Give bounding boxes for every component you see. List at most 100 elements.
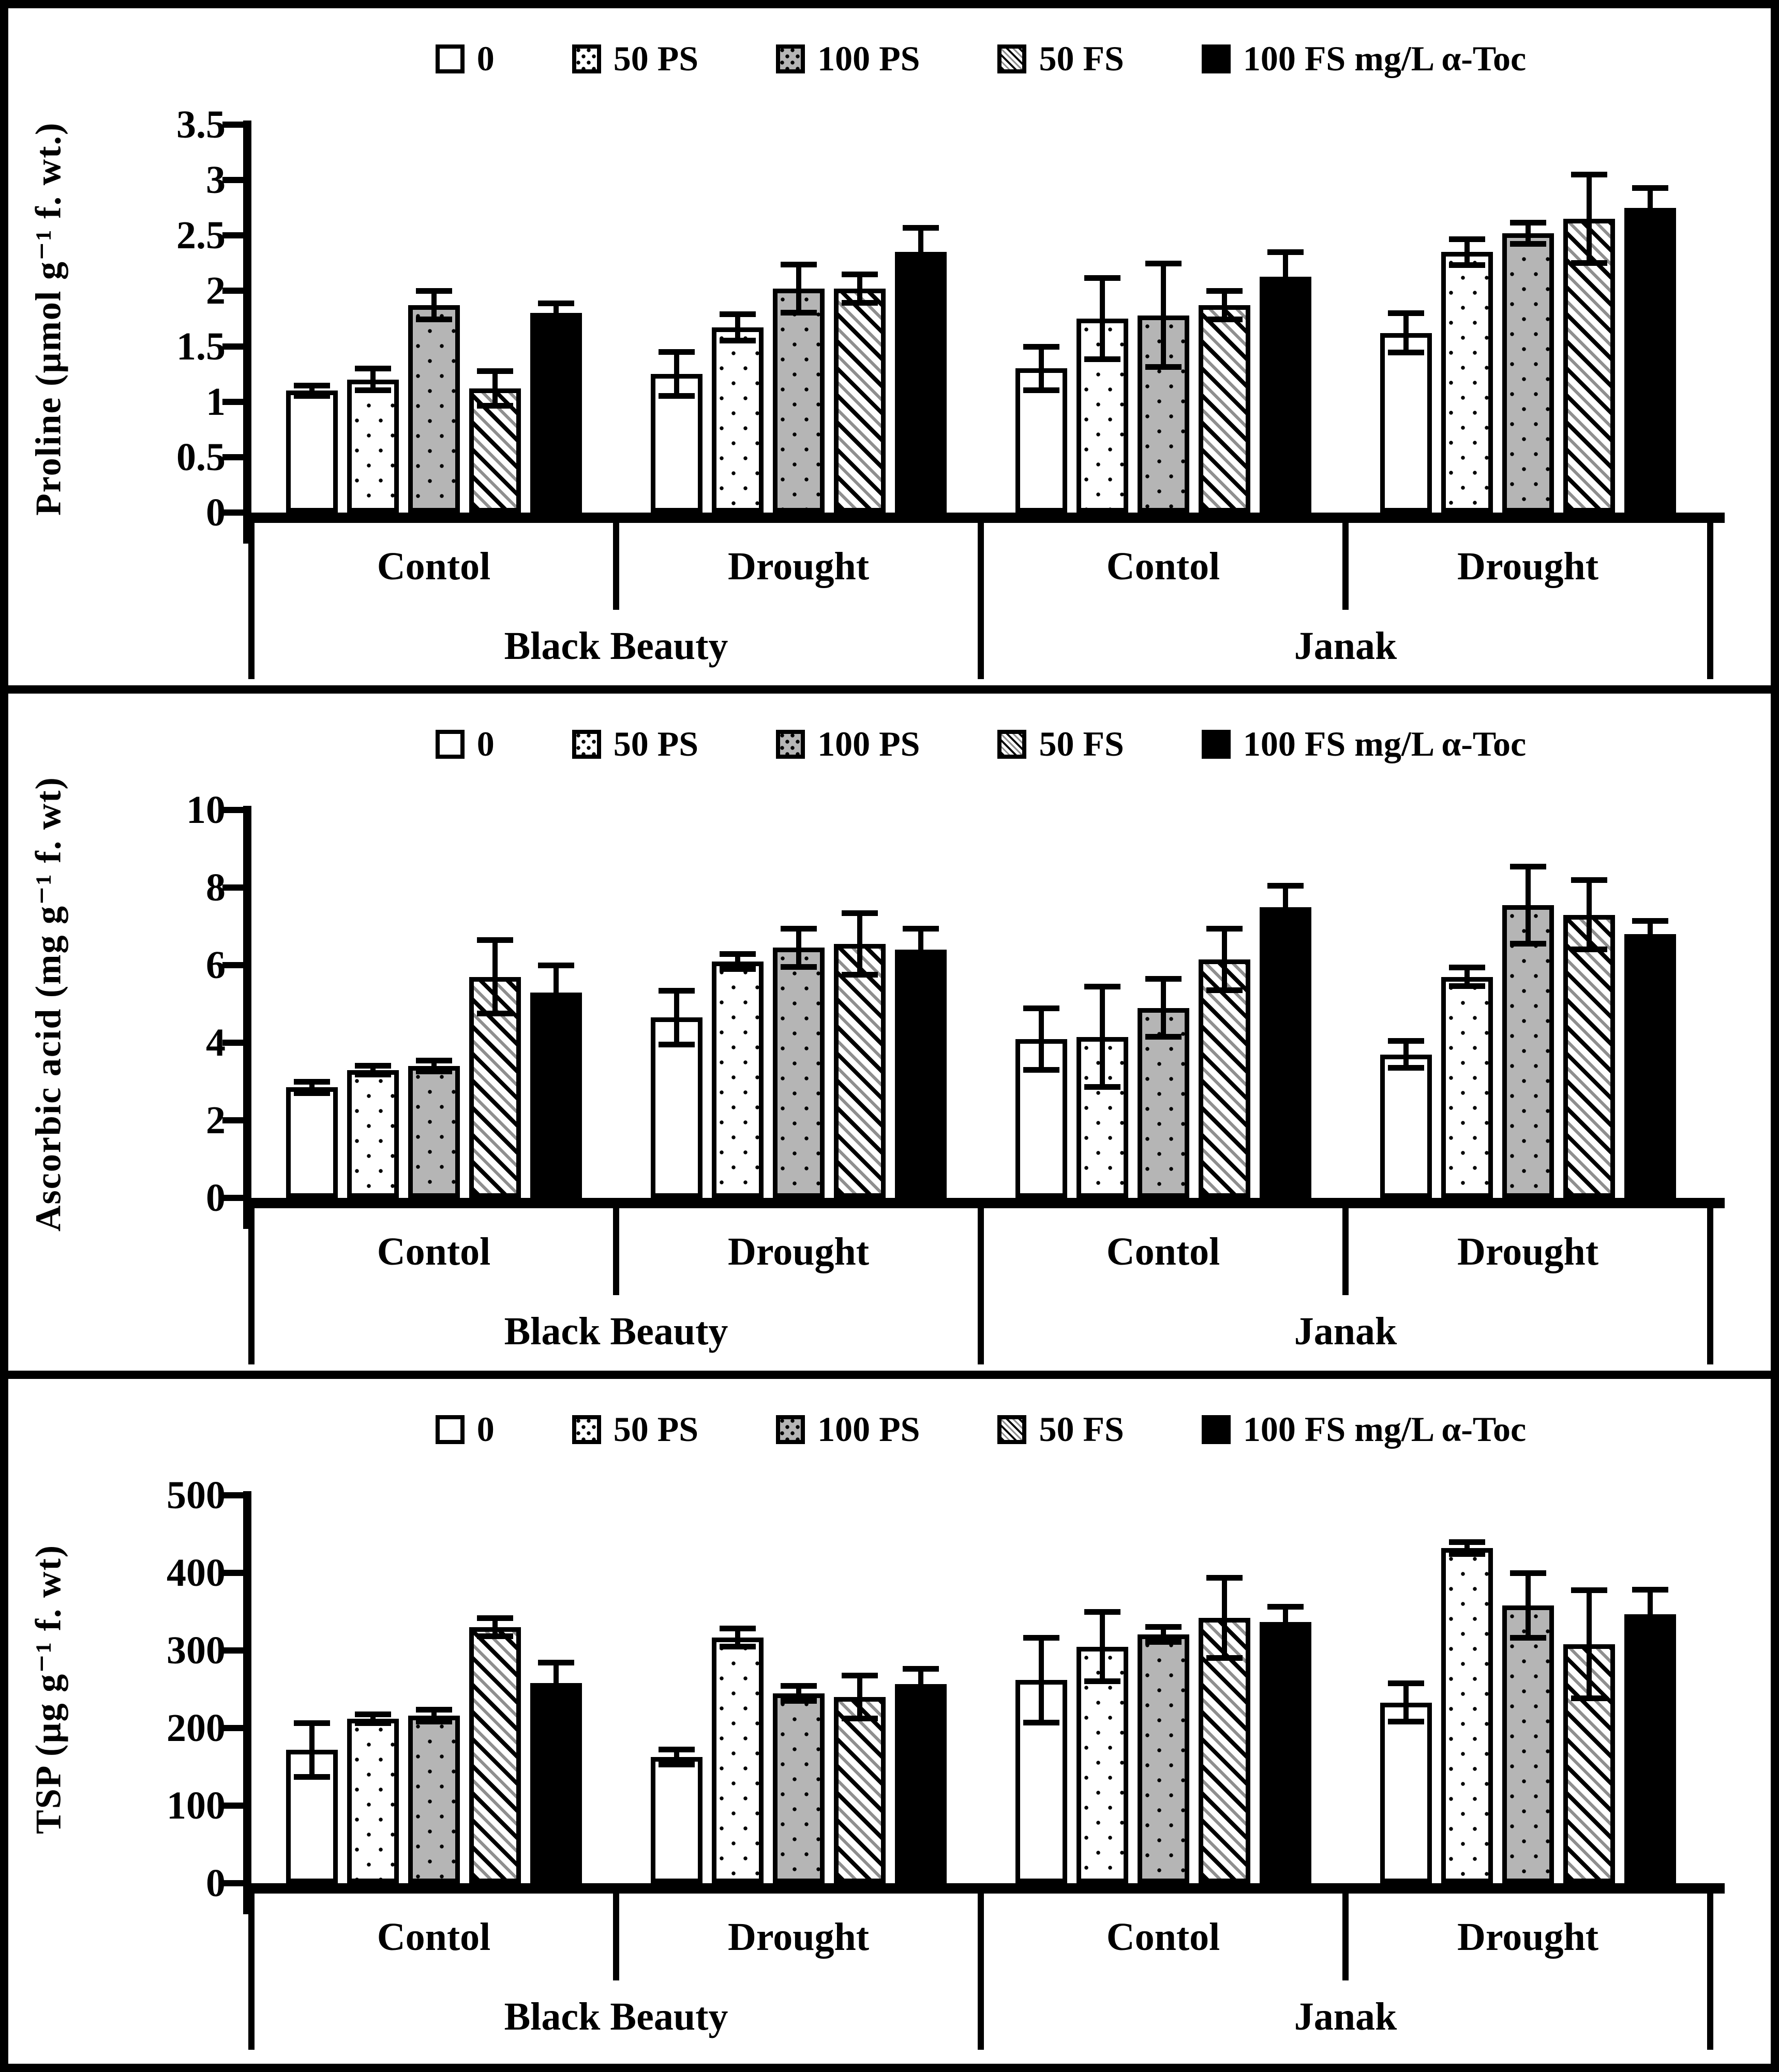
error-bar-line (1525, 222, 1531, 245)
error-bar-line (1586, 174, 1592, 263)
error-bar-bottom-cap (1387, 350, 1424, 356)
error-bar (1509, 219, 1546, 247)
cultivar-label: Black Beauty (504, 1995, 728, 2038)
error-bar-bottom-cap (1509, 1635, 1546, 1641)
error-bar-bottom-cap (354, 1720, 391, 1726)
legend-item: 100 FS mg/L α-Toc (1201, 1409, 1526, 1450)
legend-swatch-white-icon (435, 44, 465, 73)
y-tick (222, 884, 243, 891)
error-bar (1632, 185, 1668, 231)
y-tick (222, 1040, 243, 1046)
bar (894, 1684, 947, 1883)
error-bar-bottom-cap (719, 966, 756, 972)
bar (1563, 914, 1615, 1198)
category-label-table: Contol Drought Contol Drought Black Beauty Ja… (248, 523, 1713, 683)
separator-line (1707, 1208, 1713, 1364)
legend-swatch-black-icon (1201, 729, 1231, 759)
treatment-label: Drought (727, 545, 870, 588)
separator-line (248, 1208, 255, 1364)
error-bar-bottom-cap (719, 1643, 756, 1649)
error-bar (1387, 1680, 1424, 1724)
y-tick-label: 400 (167, 1551, 226, 1595)
error-bar (719, 951, 756, 972)
error-bar (293, 1079, 330, 1096)
separator-line (978, 1894, 984, 2050)
error-bar (537, 963, 574, 1022)
error-bar-line (1403, 313, 1409, 353)
y-tick (222, 1492, 243, 1498)
error-bar-bottom-cap (1509, 241, 1546, 247)
error-bar-line (309, 1082, 315, 1093)
y-tick-label: 1.5 (176, 324, 226, 368)
error-bar (293, 1720, 330, 1780)
error-bar (1571, 172, 1607, 266)
legend-item: 50 FS (997, 1409, 1124, 1450)
cultivar-label: Janak (1294, 624, 1397, 668)
legend-swatch-black-icon (1201, 44, 1231, 73)
legend-item: 100 PS (776, 724, 920, 764)
error-bar-bottom-cap (658, 1041, 695, 1047)
error-bar-bottom-cap (293, 393, 330, 399)
bar (1502, 233, 1554, 513)
error-bar-line (796, 264, 801, 313)
error-bar-line (1647, 920, 1653, 948)
error-bar-line (553, 965, 559, 1019)
error-bar-bottom-cap (1571, 947, 1607, 952)
error-bar-line (735, 953, 740, 969)
error-bar-line (857, 912, 862, 975)
error-bar (780, 1683, 817, 1704)
bar (1380, 333, 1432, 513)
error-bar-line (1160, 979, 1166, 1037)
error-bar-bottom-cap (1206, 317, 1243, 323)
bar (711, 961, 764, 1198)
error-bar-bottom-cap (658, 1761, 695, 1767)
error-bar (415, 1707, 452, 1724)
error-bar-line (1099, 986, 1105, 1088)
error-bar-line (1099, 1612, 1105, 1681)
bar (408, 305, 460, 513)
bar (1502, 1605, 1554, 1883)
y-tick (222, 454, 243, 460)
bar (286, 391, 338, 513)
error-bar-line (674, 1749, 679, 1765)
error-bar (1023, 1634, 1059, 1725)
error-bar (719, 311, 756, 343)
separator-line (613, 1208, 619, 1295)
error-bar-bottom-cap (780, 1698, 817, 1704)
legend-item: 50 PS (572, 724, 698, 764)
error-bar-line (1464, 1542, 1470, 1554)
proline-chart-panel: 0 50 PS 100 PS 50 FS 100 FS mg/L α-Toc Proli… (8, 8, 1771, 694)
legend-item: 50 PS (572, 38, 698, 79)
error-bar-line (1282, 885, 1288, 928)
bar (711, 327, 764, 513)
bar (650, 1017, 702, 1198)
error-bar-bottom-cap (780, 310, 817, 316)
error-bar (658, 349, 695, 399)
legend-item: 100 FS mg/L α-Toc (1201, 38, 1526, 79)
error-bar-line (1403, 1041, 1409, 1068)
y-tick-label: 10 (186, 788, 226, 832)
error-bar-bottom-cap (1084, 1678, 1120, 1684)
treatment-label: Contol (1106, 545, 1220, 588)
error-bar (293, 382, 330, 399)
error-bar-line (309, 385, 315, 396)
error-bar-line (857, 1675, 862, 1719)
treatment-label: Drought (1457, 1915, 1599, 1959)
error-bar-bottom-cap (1084, 356, 1120, 363)
separator-line (978, 1208, 984, 1364)
error-bar-line (431, 291, 437, 320)
cultivar-label: Black Beauty (504, 624, 728, 668)
error-bar-bottom-cap (415, 1069, 452, 1075)
error-bar-line (1221, 1578, 1227, 1658)
y-axis-line (243, 1491, 251, 1914)
error-bar (1206, 288, 1243, 323)
error-bar (1267, 249, 1304, 304)
error-bar (658, 1746, 695, 1767)
error-bar-line (1525, 1573, 1531, 1638)
error-bar-line (1647, 188, 1653, 228)
error-bar-line (1586, 1590, 1592, 1699)
legend-label: 50 FS (1039, 1409, 1124, 1449)
error-bar-bottom-cap (293, 1090, 330, 1096)
error-bar-line (1525, 866, 1531, 944)
error-bar (1206, 1575, 1243, 1661)
